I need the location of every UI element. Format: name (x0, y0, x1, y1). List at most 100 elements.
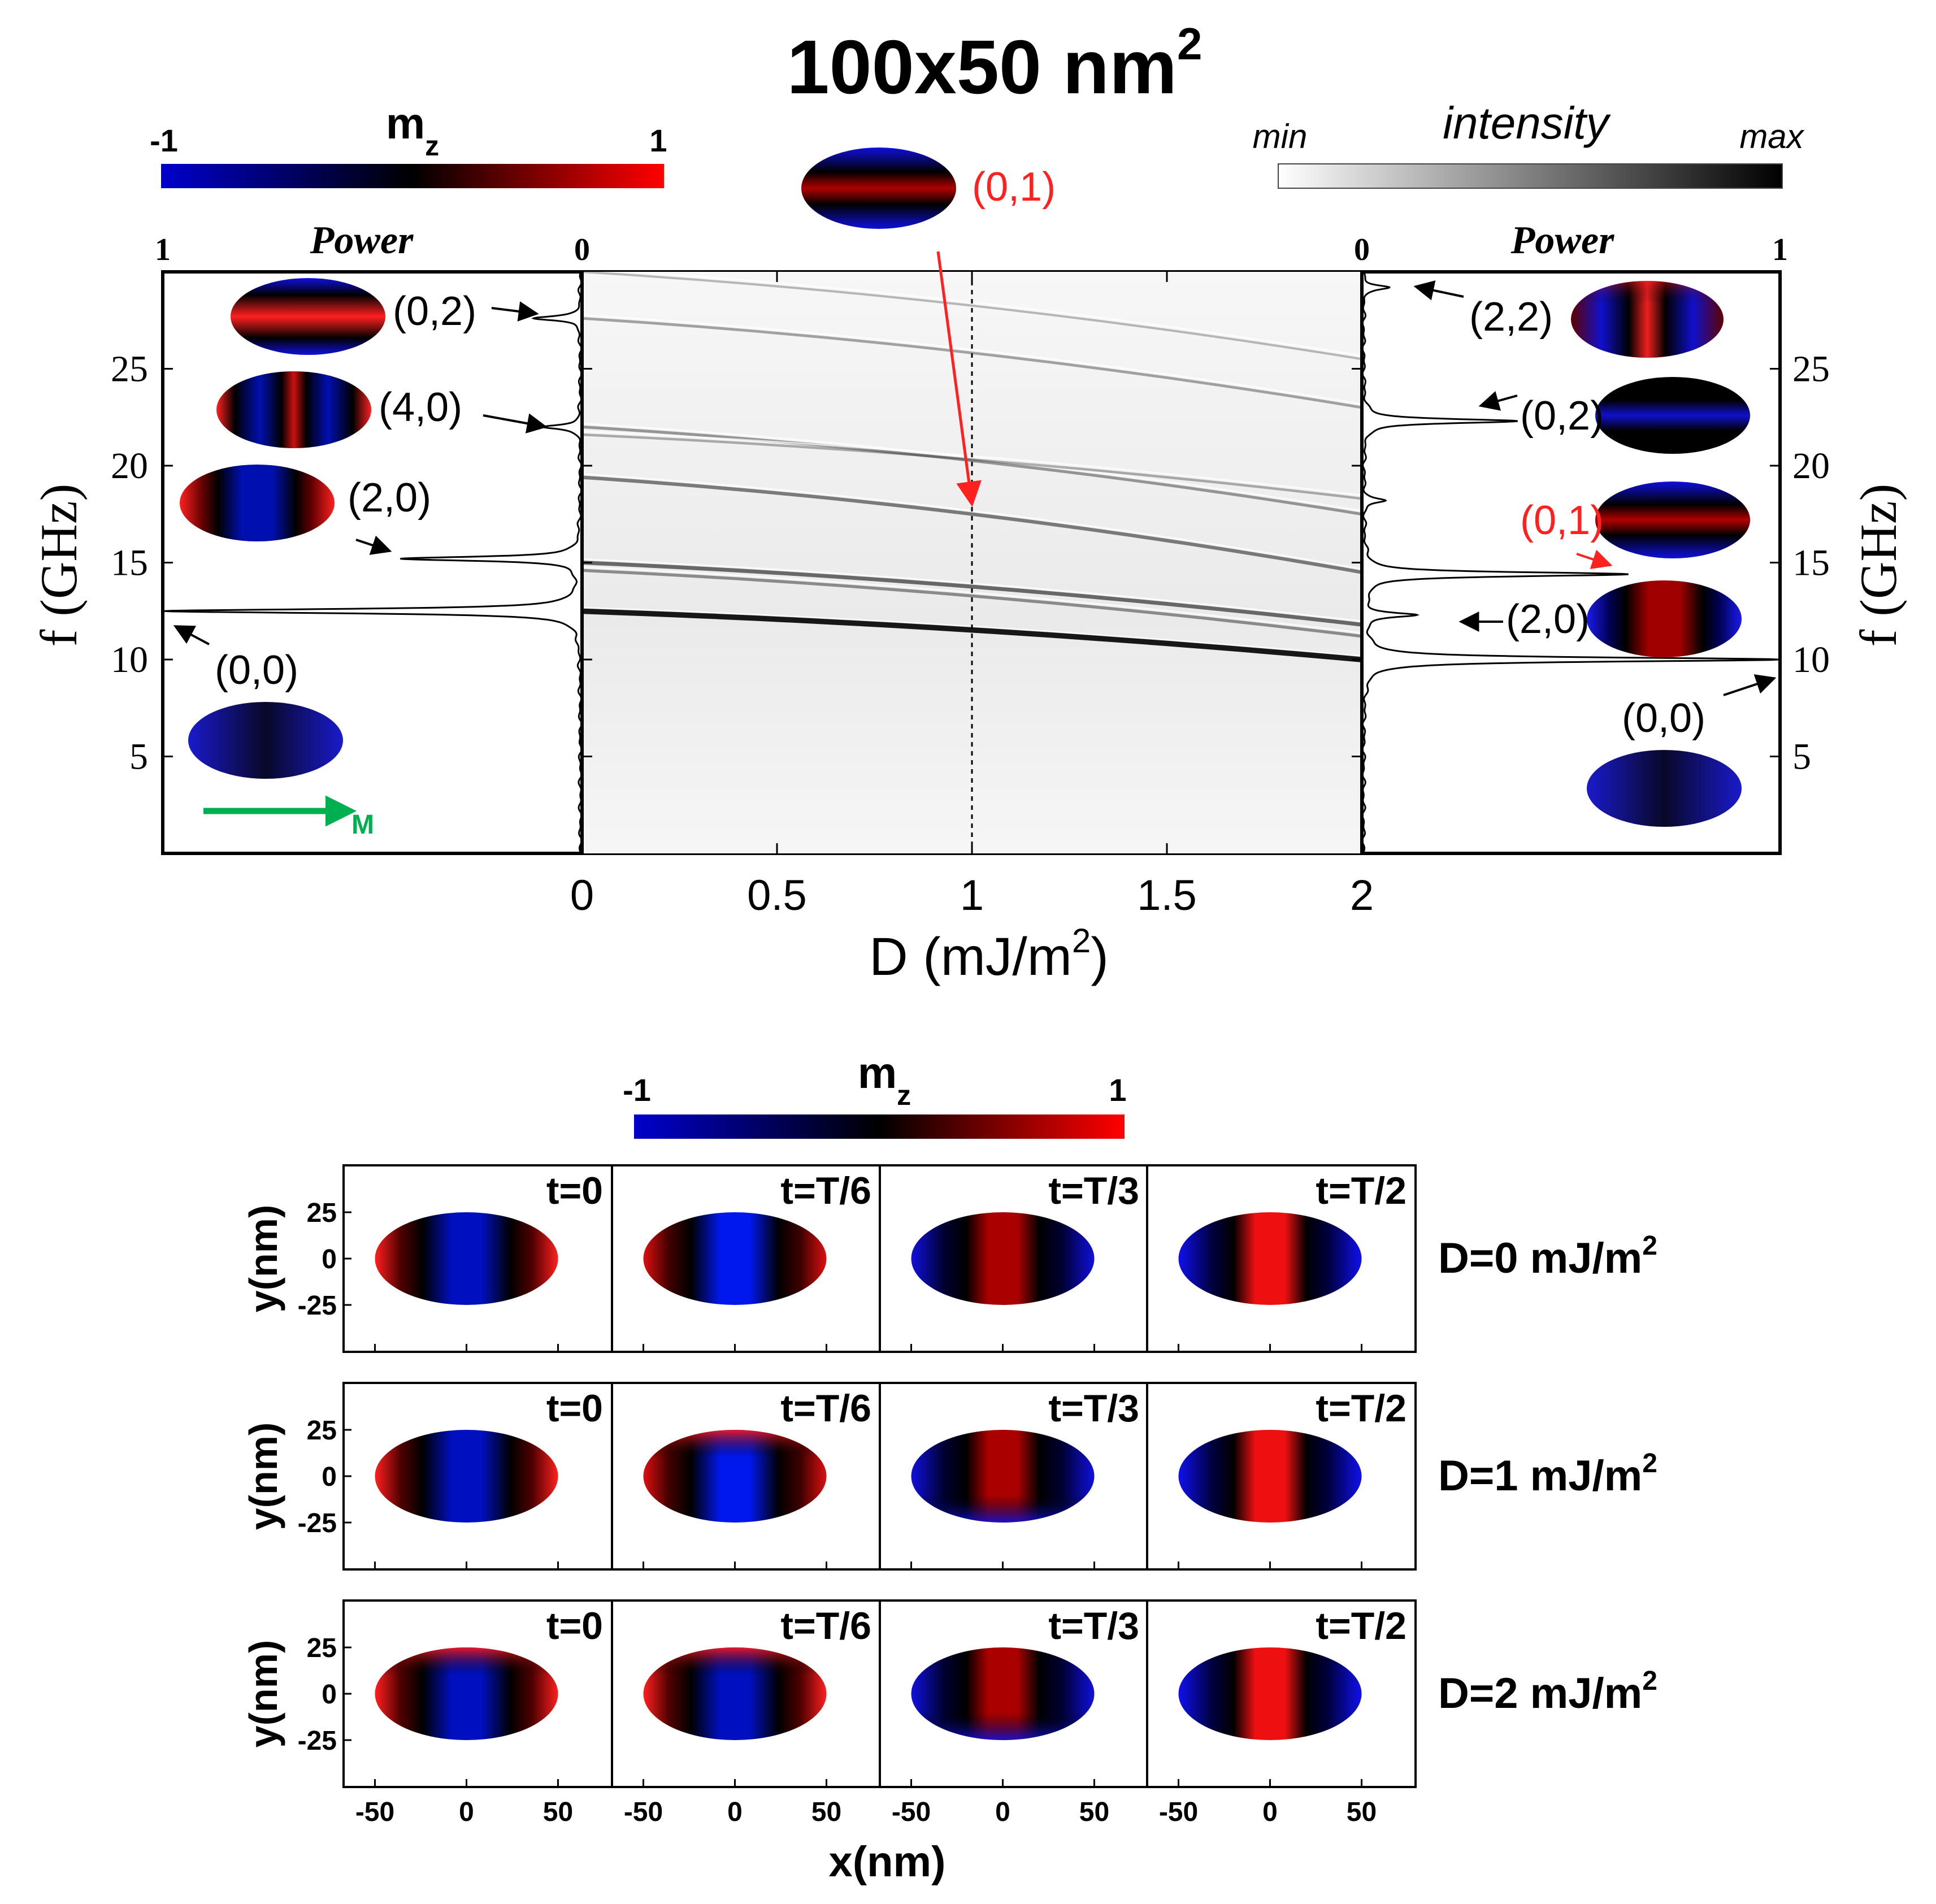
snapshot-time-label: t=0 (546, 1604, 603, 1647)
center-mode-arrow (936, 251, 982, 508)
snapshot-mode-overlay (911, 1430, 1095, 1523)
snapshot-mode-ellipse (1178, 1430, 1362, 1523)
left-y-tick-label: 10 (111, 639, 148, 680)
snapshot-mode-ellipse (1178, 1647, 1362, 1740)
row-label-sup: 2 (1642, 1448, 1657, 1478)
left-mode-0-0-ellipse (188, 702, 343, 779)
snapshot-y-tick-label: 25 (307, 1633, 337, 1663)
right-y-tick-label: 25 (1792, 349, 1830, 390)
center-mode-label: (0,1) (972, 164, 1056, 210)
x-axis-label-main: D (mJ/m (869, 927, 1072, 987)
branch-line (582, 475, 1362, 574)
right-arrow-2-2 (1413, 280, 1464, 301)
snapshot-x-tick-label: 50 (1079, 1797, 1109, 1827)
snapshot-x-tick-label: 0 (1262, 1797, 1278, 1827)
snapshot-row-label: D=1 mJ/m2 (1438, 1448, 1657, 1500)
right-label-0-0: (0,0) (1622, 696, 1705, 741)
branch-line (582, 561, 1362, 627)
snapshot-time-label: t=T/6 (780, 1604, 871, 1647)
snapshot-time-label: t=T/3 (1048, 1169, 1139, 1212)
right-y-tick-label: 15 (1792, 543, 1830, 584)
snapshot-time-label: t=T/6 (780, 1387, 871, 1430)
snapshot-x-tick-label: 50 (1347, 1797, 1377, 1827)
right-label-0-2: (0,2) (1520, 393, 1604, 439)
mz-colorbar-bottom-min: -1 (623, 1072, 651, 1108)
left-label-2-0: (2,0) (348, 475, 431, 521)
x-axis-label-end: ) (1091, 927, 1109, 987)
snapshot-x-tick-label: -50 (624, 1797, 663, 1827)
left-label-4-0: (4,0) (379, 385, 462, 430)
snapshot-x-tick-label: 0 (727, 1797, 743, 1827)
snapshot-x-tick-label: -50 (355, 1797, 394, 1827)
intensity-colorbar: min max intensity (1253, 98, 1805, 189)
snapshot-x-tick-label: 50 (811, 1797, 841, 1827)
snapshot-time-label: t=T/6 (780, 1169, 871, 1212)
right-mode-2-2-overlay (1571, 281, 1724, 358)
left-mode-4-0-ellipse (216, 371, 371, 448)
mz-colorbar-min: -1 (150, 123, 178, 158)
right-arrow-0-1 (1576, 549, 1613, 569)
right-label-2-0: (2,0) (1506, 597, 1590, 642)
x-tick-label: 0.5 (747, 871, 807, 920)
snapshot-y-tick-label: -25 (298, 1291, 337, 1321)
snapshot-time-label: t=0 (546, 1169, 603, 1212)
snapshot-time-label: t=T/3 (1048, 1387, 1139, 1430)
mz-gradient-bar-bottom (634, 1114, 1125, 1139)
snapshot-y-tick-label: 0 (322, 1244, 337, 1274)
snapshot-mode-overlay (911, 1647, 1095, 1740)
left-power-scale-max: 1 (155, 232, 171, 267)
snapshot-mode-ellipse (375, 1212, 558, 1305)
snapshot-time-label: t=0 (546, 1387, 603, 1430)
right-power-scale-zero: 0 (1354, 232, 1370, 267)
snapshot-y-tick-label: 25 (307, 1416, 337, 1446)
right-label-2-2: (2,2) (1469, 294, 1553, 340)
right-y-tick-label: 5 (1792, 736, 1811, 778)
x-tick-label: 0 (570, 871, 594, 920)
right-mode-0-1-ellipse (1595, 482, 1750, 558)
mz-bottom-label-sub: z (897, 1079, 911, 1111)
snapshot-time-label: t=T/2 (1316, 1604, 1407, 1647)
snapshot-row-label: D=2 mJ/m2 (1438, 1666, 1657, 1717)
left-y-tick-label: 15 (111, 543, 148, 584)
snapshot-mode-overlay (643, 1430, 827, 1523)
mz-bottom-label-m: m (858, 1048, 897, 1098)
branch-line (582, 433, 1362, 500)
intensity-colorbar-label: intensity (1443, 98, 1611, 148)
snapshot-y-tick-label: -25 (298, 1508, 337, 1538)
snapshot-y-tick-label: 25 (307, 1198, 337, 1228)
branch-line (582, 425, 1362, 516)
intensity-colorbar-max: max (1739, 118, 1804, 155)
branch-line (582, 608, 1362, 662)
right-power-scale-max: 1 (1772, 232, 1788, 267)
snapshot-y-axis-label: y(nm) (241, 1640, 285, 1748)
snapshot-x-tick-label: 0 (995, 1797, 1010, 1827)
right-arrow-0-2 (1478, 391, 1518, 411)
right-arrow-0-0 (1723, 674, 1777, 696)
snapshot-x-tick-label: 0 (459, 1797, 474, 1827)
left-arrow-0-2 (491, 301, 539, 322)
snapshot-x-tick-label: 50 (543, 1797, 573, 1827)
snapshot-mode-ellipse (1178, 1212, 1362, 1305)
left-y-tick-label: 25 (111, 349, 148, 390)
snapshot-row-label: D=0 mJ/m2 (1438, 1231, 1657, 1282)
left-arrow-2-0 (355, 535, 392, 555)
snapshot-y-tick-label: 0 (322, 1680, 337, 1710)
left-mode-2-0-ellipse (180, 465, 335, 541)
left-arrow-4-0 (483, 413, 548, 433)
intensity-colorbar-min: min (1253, 118, 1308, 155)
snapshot-y-axis-label: y(nm) (241, 1422, 285, 1530)
snapshot-y-axis-label: y(nm) (241, 1205, 285, 1313)
magnetization-label: M (351, 810, 374, 840)
branch-line (582, 272, 1362, 361)
snapshot-mode-ellipse (643, 1212, 827, 1305)
right-y-axis-label: f (GHz) (1850, 484, 1907, 647)
mz-colorbar-top: -1 1 mz (150, 98, 667, 188)
x-tick-label: 1 (960, 871, 984, 920)
left-arrow-0-0 (173, 625, 210, 645)
row-label-sup: 2 (1642, 1666, 1657, 1696)
snapshot-mode-overlay (375, 1647, 558, 1740)
